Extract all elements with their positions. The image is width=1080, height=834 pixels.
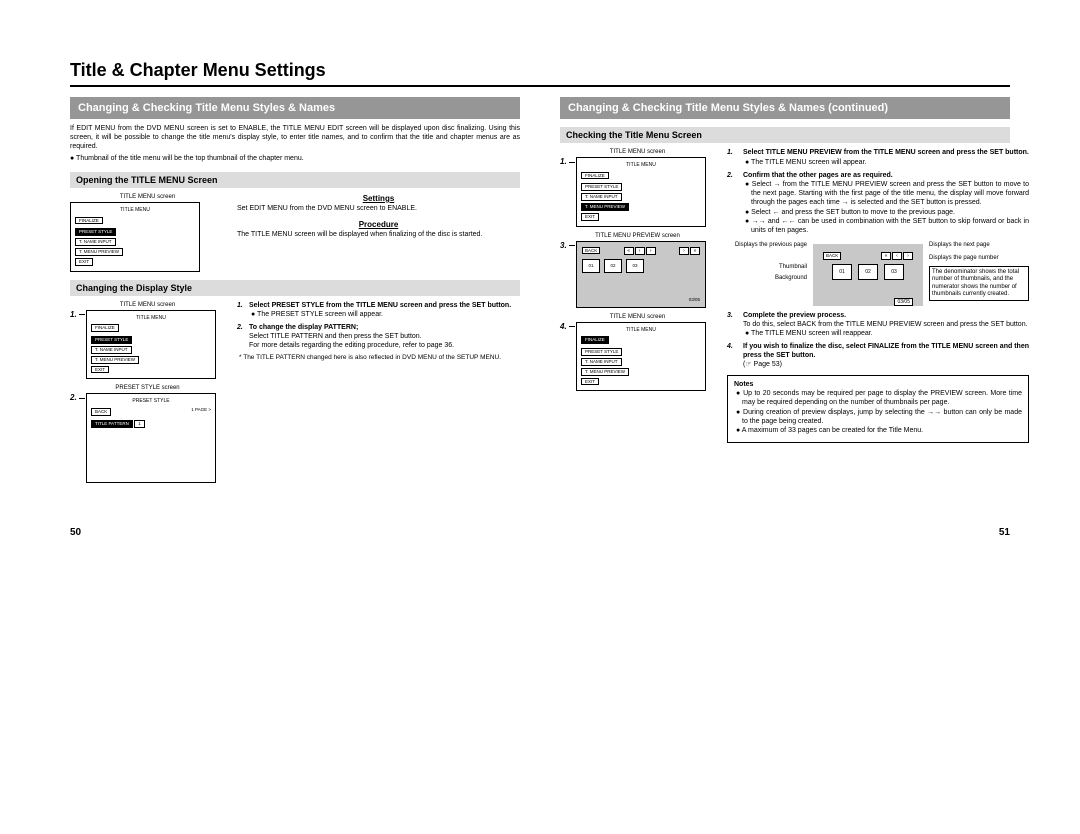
page-columns: Changing & Checking Title Menu Styles & … (70, 97, 1010, 497)
left-section-bar: Changing & Checking Title Menu Styles & … (70, 97, 520, 119)
notes-box: Notes ● Up to 20 seconds may be required… (727, 375, 1029, 443)
screen-label: TITLE MENU screen (560, 314, 715, 320)
step-2: 2.To change the display PATTERN; Select … (237, 324, 520, 350)
settings-heading: Settings (237, 194, 520, 203)
screen-label: TITLE MENU PREVIEW screen (560, 233, 715, 239)
screen-label: PRESET STYLE screen (70, 385, 225, 391)
right-section-bar: Changing & Checking Title Menu Styles & … (560, 97, 1010, 119)
title-menu-screen-r3: TITLE MENU FINALIZE PRESET STYLE T. NAME… (576, 322, 706, 392)
page-numbers: 50 51 (70, 527, 1010, 538)
subsection-checking: Checking the Title Menu Screen (560, 127, 1010, 143)
procedure-heading: Procedure (237, 220, 520, 229)
annotated-diagram: Displays the previous page Thumbnail Bac… (727, 240, 1029, 306)
page-num-right: 51 (999, 527, 1010, 538)
title-menu-screen-2: TITLE MENU FINALIZE PRESET STYLE T. NAME… (86, 310, 216, 380)
intro-bullet: ● Thumbnail of the title menu will be th… (70, 155, 520, 164)
screen-label: TITLE MENU screen (560, 149, 715, 155)
step-1: 1.Select PRESET STYLE from the TITLE MEN… (237, 302, 520, 321)
title-menu-screen: TITLE MENU FINALIZE PRESET STYLE T. NAME… (70, 202, 200, 272)
page-num-left: 50 (70, 527, 81, 538)
intro-text: If EDIT MENU from the DVD MENU screen is… (70, 125, 520, 151)
preset-style-screen: PRESET STYLE BACK 1 PAGE > TITLE PATTERN… (86, 393, 216, 483)
step-number: 3. (560, 241, 572, 250)
right-column: Changing & Checking Title Menu Styles & … (560, 97, 1010, 497)
step-number: 2. (70, 393, 82, 402)
title-menu-screen-r1: TITLE MENU FINALIZE PRESET STYLE T. NAME… (576, 157, 706, 227)
right-steps: 1.Select TITLE MENU PREVIEW from the TIT… (727, 149, 1029, 236)
left-column: Changing & Checking Title Menu Styles & … (70, 97, 520, 497)
screen-label: TITLE MENU screen (70, 194, 225, 200)
step-number: 1. (70, 310, 82, 319)
step-number: 1. (560, 157, 572, 166)
title-menu-preview-screen: BACK «‹› ›» 01 02 03 03/05 (576, 241, 706, 308)
subsection-opening: Opening the TITLE MENU Screen (70, 172, 520, 188)
asterisk-note: * The TITLE PATTERN changed here is also… (237, 354, 520, 362)
procedure-text: The TITLE MENU screen will be displayed … (237, 231, 520, 240)
page-title: Title & Chapter Menu Settings (70, 60, 1010, 87)
step-number: 4. (560, 322, 572, 331)
settings-text: Set EDIT MENU from the DVD MENU screen t… (237, 205, 520, 214)
screen-label: TITLE MENU screen (70, 302, 225, 308)
subsection-display-style: Changing the Display Style (70, 280, 520, 296)
